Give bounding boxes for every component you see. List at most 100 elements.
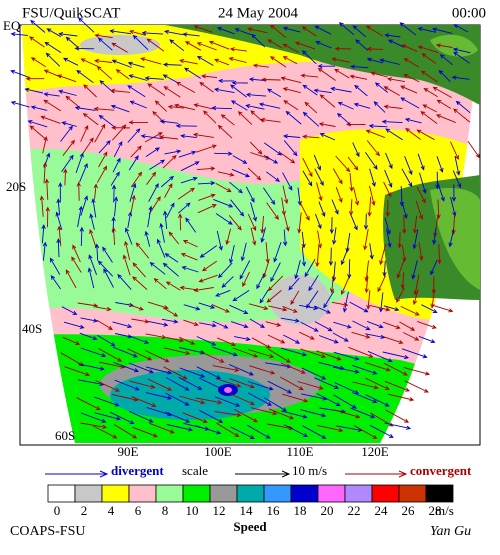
wind-vector [250, 110, 264, 123]
wind-vector [400, 97, 420, 109]
wind-vector [366, 46, 384, 52]
wind-vector [404, 117, 422, 124]
wind-vector [334, 409, 361, 419]
wind-vector [30, 19, 46, 33]
wind-vector [163, 366, 188, 380]
wind-vector [332, 227, 337, 245]
wind-vector [131, 396, 157, 408]
wind-vector [182, 32, 200, 37]
color-box [209, 484, 238, 503]
wind-vector [352, 320, 371, 331]
wind-vector [247, 392, 272, 406]
wind-vector [127, 303, 144, 311]
wind-vector [452, 170, 462, 189]
wind-vector [127, 85, 146, 98]
wind-vector [229, 47, 247, 52]
wind-vector [334, 46, 352, 51]
wind-vector [383, 104, 403, 109]
wind-vector [127, 61, 145, 68]
wind-vector [384, 380, 411, 392]
wind-vector [248, 349, 275, 359]
wind-vector [267, 275, 284, 292]
wind-vector [203, 110, 217, 124]
wind-vector [314, 168, 324, 187]
wind-vector [79, 332, 98, 341]
wind-vector [128, 29, 146, 36]
wind-vector [198, 193, 216, 201]
wind-vector [147, 378, 173, 391]
wind-vector [273, 241, 282, 263]
wind-vector [230, 100, 248, 111]
wind-vector [363, 213, 369, 230]
wind-vector [41, 224, 46, 244]
wind-vector [352, 381, 379, 390]
wind-vector [451, 184, 457, 202]
wind-vector [110, 411, 135, 425]
wind-vector [420, 111, 438, 124]
wind-vector [124, 227, 133, 245]
wind-vector [199, 377, 224, 390]
wind-vector [450, 196, 457, 217]
lat-label: 20S [6, 179, 26, 194]
wind-vector [180, 176, 198, 184]
wind-vector [229, 304, 249, 314]
wind-vector [93, 425, 118, 439]
wind-vector [183, 304, 201, 311]
wind-vector [214, 151, 233, 156]
color-box [128, 484, 157, 503]
wind-vector [163, 210, 168, 229]
wind-vector [199, 245, 218, 258]
wind-vector [249, 365, 276, 375]
wind-vector [71, 256, 82, 273]
wind-vector [129, 335, 150, 344]
wind-vector [30, 57, 46, 68]
wind-vector [95, 379, 120, 392]
wind-vector [213, 87, 235, 94]
wind-vector [383, 86, 400, 96]
wind-vector [267, 88, 282, 98]
wind-vector [94, 58, 113, 64]
wind-vector [249, 141, 263, 155]
wind-vector [416, 186, 426, 204]
wind-vector [199, 351, 225, 363]
wind-vector [135, 242, 150, 259]
wind-vector [166, 337, 185, 343]
wind-vector [282, 56, 298, 65]
wind-vector [384, 169, 393, 188]
wind-vector [195, 425, 222, 435]
color-box [344, 484, 373, 503]
wind-vector [401, 201, 408, 220]
wind-vector [297, 381, 324, 390]
wind-vector [95, 306, 112, 312]
wind-vector [179, 367, 206, 378]
wind-vector [10, 31, 28, 37]
wind-vector [64, 366, 91, 377]
wind-vector [365, 151, 378, 170]
wind-vector [381, 119, 403, 124]
wind-vector [345, 122, 366, 127]
wind-vector [314, 25, 332, 35]
wind-vector [58, 31, 78, 37]
wind-vector [301, 367, 327, 380]
wind-vector [180, 252, 198, 261]
scale-label: scale [182, 463, 208, 478]
wind-vector [432, 304, 454, 313]
wind-vector [267, 39, 283, 49]
wind-vector [89, 229, 97, 248]
wind-vector [383, 305, 400, 312]
wind-vector [332, 168, 343, 185]
wind-vector [148, 196, 161, 215]
wind-vector [416, 320, 437, 329]
wind-vector [250, 407, 278, 416]
wind-vector [147, 83, 166, 96]
wind-vector [196, 144, 217, 153]
wind-vector [331, 57, 351, 63]
wind-vector [306, 290, 319, 309]
wind-vector [148, 182, 159, 202]
wind-vector [283, 424, 309, 437]
color-box [290, 484, 319, 503]
color-box [317, 484, 346, 503]
colorbar: 0 2 4 6 8 10 12 14 16 18 20 22 24 26 28m/s [47, 484, 454, 518]
wind-vector [370, 71, 388, 78]
wind-vector [113, 196, 119, 217]
